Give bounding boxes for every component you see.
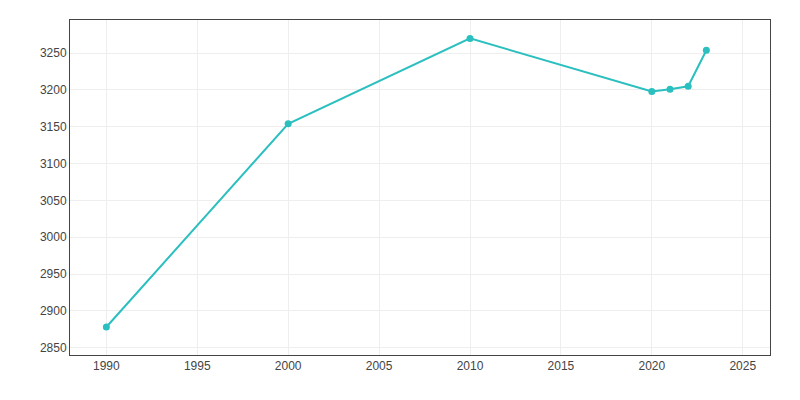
svg-text:2015: 2015	[548, 359, 575, 373]
svg-text:1995: 1995	[184, 359, 211, 373]
svg-text:2850: 2850	[40, 341, 67, 355]
svg-text:3200: 3200	[40, 83, 67, 97]
svg-text:2950: 2950	[40, 267, 67, 281]
svg-text:3050: 3050	[40, 194, 67, 208]
svg-text:3100: 3100	[40, 157, 67, 171]
svg-text:2000: 2000	[275, 359, 302, 373]
svg-text:3150: 3150	[40, 120, 67, 134]
svg-text:2005: 2005	[366, 359, 393, 373]
svg-text:1990: 1990	[93, 359, 120, 373]
svg-text:2900: 2900	[40, 304, 67, 318]
svg-text:2025: 2025	[729, 359, 756, 373]
svg-text:2010: 2010	[457, 359, 484, 373]
svg-text:2020: 2020	[638, 359, 665, 373]
svg-text:3250: 3250	[40, 46, 67, 60]
svg-text:3000: 3000	[40, 230, 67, 244]
